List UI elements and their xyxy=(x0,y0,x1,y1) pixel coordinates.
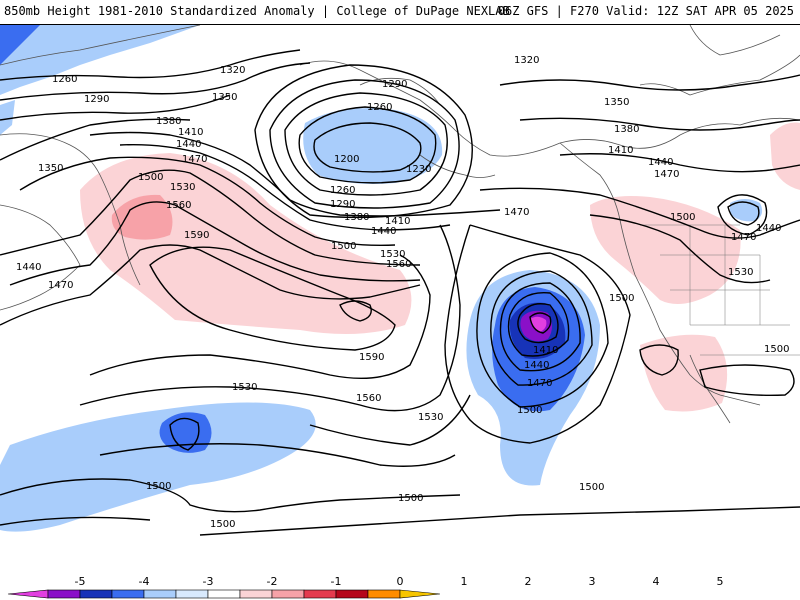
colorbar-swatch xyxy=(239,589,273,599)
contour-label: 1530 xyxy=(418,412,443,423)
colorbar-swatch xyxy=(111,589,145,599)
contour-label: 1560 xyxy=(386,259,411,270)
anomaly-map: 1260 1290 1320 1350 1380 1410 1440 1470 … xyxy=(0,25,800,599)
pos-anomaly-mexico xyxy=(640,334,728,412)
colorbar-tick: -3 xyxy=(203,575,214,588)
contour-label: 1320 xyxy=(220,65,245,76)
map-title: 850mb Height 1981-2010 Standardized Anom… xyxy=(4,4,510,18)
colorbar-tick: -4 xyxy=(139,575,150,588)
contour-label: 1260 xyxy=(330,185,355,196)
contour-label: 1470 xyxy=(527,378,552,389)
contour-label: 1530 xyxy=(170,182,195,193)
colorbar-tick: 3 xyxy=(589,575,596,588)
colorbar-tick: 5 xyxy=(717,575,724,588)
contour-label: 1560 xyxy=(356,393,381,404)
contour-label: 1230 xyxy=(406,164,431,175)
colorbar-swatch xyxy=(303,589,337,599)
contour-label: 1470 xyxy=(504,207,529,218)
colorbar-swatch xyxy=(367,589,401,599)
contour-label: 1500 xyxy=(579,482,604,493)
pos-anomaly-west-coast xyxy=(590,196,741,304)
colorbar-swatch xyxy=(271,589,305,599)
contour-label: 1500 xyxy=(609,293,634,304)
contour-label: 1560 xyxy=(166,200,191,211)
contour-label: 1380 xyxy=(156,116,181,127)
contour-label: 1410 xyxy=(608,145,633,156)
height-contours xyxy=(0,49,800,536)
contour-label: 1320 xyxy=(514,55,539,66)
contour-label: 1500 xyxy=(517,405,542,416)
contour-label: 1440 xyxy=(371,226,396,237)
colorbar-swatch xyxy=(79,589,113,599)
colorbar-tick: 4 xyxy=(653,575,660,588)
contour-label: 1500 xyxy=(146,481,171,492)
contour-label: 1350 xyxy=(38,163,63,174)
coastlines xyxy=(0,25,800,424)
contour-label: 1350 xyxy=(212,92,237,103)
neg-anomaly-south xyxy=(0,402,316,532)
colorbar-swatch xyxy=(207,589,241,599)
contour-label: 1440 xyxy=(756,223,781,234)
contour-label: 1530 xyxy=(728,267,753,278)
model-run-info: 06Z GFS | F270 Valid: 12Z SAT APR 05 202… xyxy=(497,4,794,18)
colorbar-swatch xyxy=(47,589,81,599)
contour-label: 1380 xyxy=(344,212,369,223)
contour-label: 1470 xyxy=(182,154,207,165)
pos-anomaly-east xyxy=(770,122,800,190)
contour-labels: 1260 1290 1320 1350 1380 1410 1440 1470 … xyxy=(16,55,789,530)
contour-label: 1200 xyxy=(334,154,359,165)
contour-label: 1440 xyxy=(176,139,201,150)
contour-label: 1590 xyxy=(359,352,384,363)
neg-anomaly-nw xyxy=(0,25,200,95)
state-borders xyxy=(640,224,800,356)
contour-label: 1470 xyxy=(731,232,756,243)
colorbar-swatch xyxy=(143,589,177,599)
contour-label: 1590 xyxy=(184,230,209,241)
contour-label: 1290 xyxy=(330,199,355,210)
contour-label: 1260 xyxy=(52,74,77,85)
neg-anomaly-nw-core xyxy=(0,25,40,65)
contour-label: 1500 xyxy=(670,212,695,223)
pos-anomaly-pacific-core xyxy=(111,194,173,240)
neg-anomaly-w-edge xyxy=(0,100,15,135)
contour-label: 1500 xyxy=(764,344,789,355)
contour-label: 1530 xyxy=(232,382,257,393)
contour-label: 1500 xyxy=(210,519,235,530)
contour-label: 1260 xyxy=(367,102,392,113)
contour-label: 1380 xyxy=(614,124,639,135)
contour-label: 1500 xyxy=(398,493,423,504)
contour-label: 1500 xyxy=(138,172,163,183)
colorbar: -5 -4 -3 -2 -1 0 1 2 3 4 5 xyxy=(7,575,724,599)
colorbar-arrow-low xyxy=(7,589,49,599)
colorbar-tick: -2 xyxy=(267,575,278,588)
contour-label: 1410 xyxy=(533,345,558,356)
contour-label: 1530 xyxy=(380,249,405,260)
contour-label: 1440 xyxy=(524,360,549,371)
contour-label: 1410 xyxy=(178,127,203,138)
colorbar-swatch xyxy=(175,589,209,599)
colorbar-arrow-high xyxy=(399,589,441,599)
contour-label: 1470 xyxy=(654,169,679,180)
contour-label: 1440 xyxy=(648,157,673,168)
map-header: 850mb Height 1981-2010 Standardized Anom… xyxy=(0,0,800,25)
contour-label: 1500 xyxy=(331,241,356,252)
contour-label: 1440 xyxy=(16,262,41,273)
colorbar-tick: 2 xyxy=(525,575,532,588)
colorbar-swatch xyxy=(335,589,369,599)
contour-label: 1350 xyxy=(604,97,629,108)
colorbar-tick: 0 xyxy=(397,575,404,588)
contour-label: 1290 xyxy=(382,79,407,90)
colorbar-tick: 1 xyxy=(461,575,468,588)
colorbar-tick: -5 xyxy=(75,575,86,588)
contour-label: 1470 xyxy=(48,280,73,291)
contour-label: 1410 xyxy=(385,216,410,227)
contour-label: 1290 xyxy=(84,94,109,105)
colorbar-tick: -1 xyxy=(331,575,342,588)
